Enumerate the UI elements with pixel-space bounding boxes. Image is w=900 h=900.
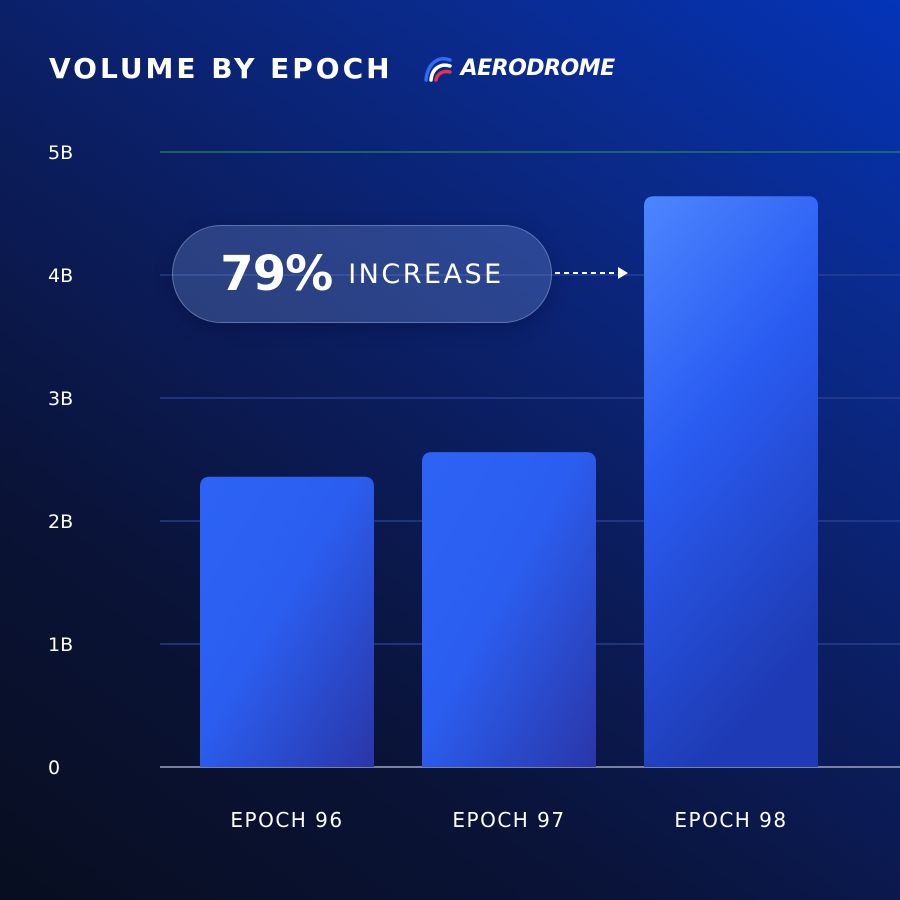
y-tick-label: 5B [48, 142, 73, 164]
bar-epoch-96 [200, 476, 374, 767]
x-tick-label: EPOCH 98 [674, 808, 787, 832]
callout-arrow [555, 267, 628, 279]
bar-epoch-97 [422, 452, 596, 767]
y-tick-label: 3B [48, 388, 73, 410]
y-tick-label: 4B [48, 265, 73, 287]
y-tick-label: 2B [48, 511, 73, 533]
chart-title: VOLUME BY EPOCH [49, 51, 393, 85]
chart-header: VOLUME BY EPOCH AERODROME [49, 44, 615, 92]
aerodrome-logo-icon [423, 57, 452, 82]
x-tick-label: EPOCH 97 [452, 808, 565, 832]
increase-percent: 79% [220, 246, 333, 302]
y-tick-label: 1B [48, 634, 73, 656]
brand-logo: AERODROME [423, 53, 615, 83]
x-tick-label: EPOCH 96 [230, 808, 343, 832]
increase-callout: 79% INCREASE [172, 225, 552, 323]
y-tick-label: 0 [48, 757, 60, 779]
bar-epoch-98 [644, 196, 818, 767]
brand-name: AERODROME [460, 55, 616, 81]
increase-label: INCREASE [348, 258, 504, 290]
dashed-arrow-right-icon [618, 267, 628, 279]
